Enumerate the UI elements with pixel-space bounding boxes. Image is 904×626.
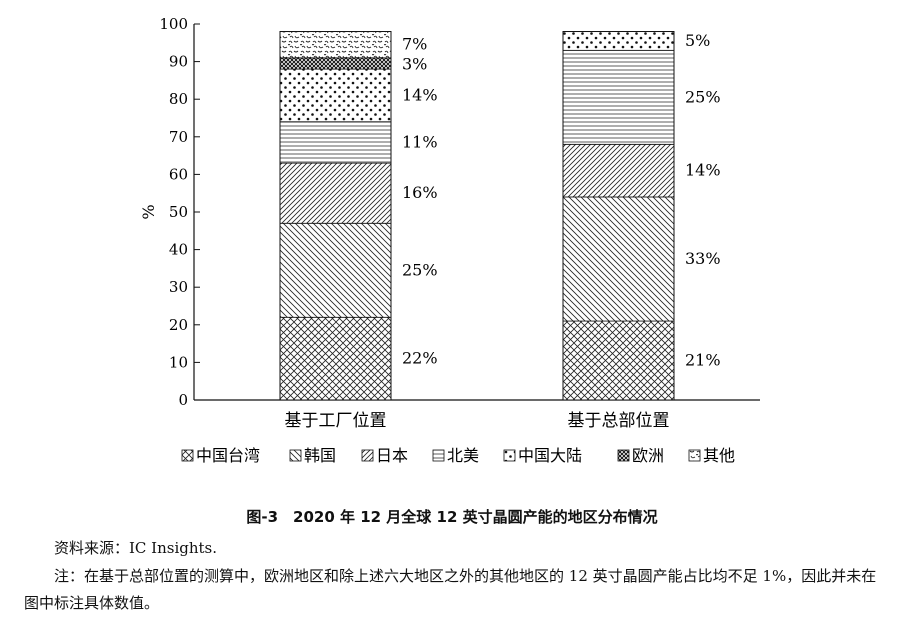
x-tick-label: 基于工厂位置 <box>285 411 387 431</box>
legend-label: 北美 <box>447 446 479 465</box>
data-label: 25% <box>685 87 721 106</box>
data-label: 5% <box>685 31 710 50</box>
y-tick-label: 30 <box>169 278 188 296</box>
source-text: 资料来源：IC Insights. <box>54 539 218 557</box>
y-tick-label: 70 <box>169 128 188 146</box>
legend-swatch <box>289 449 302 462</box>
legend-item: 欧洲 <box>617 446 664 465</box>
y-axis: 0 10 20 30 40 50 60 70 80 90 100 <box>159 15 760 409</box>
data-label: 25% <box>402 260 438 279</box>
bar-outline <box>279 31 392 401</box>
stacked-bar-chart: 0 10 20 30 40 50 60 70 80 90 100 % 7%3% 14% 11% 16% 25… <box>139 15 760 465</box>
bar-segment <box>279 316 392 401</box>
data-label: 14% <box>402 85 438 104</box>
bar-segment <box>279 121 392 164</box>
bar-segment <box>562 49 675 145</box>
legend-item: 中国台湾 <box>181 446 260 465</box>
bar-segment <box>562 143 675 198</box>
bar-segment <box>279 31 392 59</box>
y-tick-label: 50 <box>169 203 188 221</box>
data-label: 14% <box>685 161 721 180</box>
bar-outline <box>562 31 675 401</box>
data-label: 7% <box>402 35 427 54</box>
bar-segment <box>279 222 392 318</box>
data-label: 21% <box>685 351 721 370</box>
y-tick-label: 0 <box>178 391 188 409</box>
note-text: 注：在基于总部位置的测算中，欧洲地区和除上述六大地区之外的其他地区的 12 英寸… <box>24 567 877 612</box>
y-tick-label: 60 <box>169 165 188 183</box>
legend-item: 中国大陆 <box>503 446 582 465</box>
bar-segment <box>279 162 392 224</box>
figure-caption: 图-3 2020 年 12 月全球 12 英寸晶圆产能的地区分布情况 <box>246 508 658 526</box>
bar-segment <box>562 320 675 401</box>
data-label: 16% <box>402 183 438 202</box>
legend-label: 中国大陆 <box>518 446 582 465</box>
legend-swatch <box>617 449 630 462</box>
legend-swatch <box>503 449 516 462</box>
legend-label: 中国台湾 <box>196 446 260 465</box>
y-tick-label: 40 <box>169 241 188 259</box>
bar-segment <box>279 68 392 123</box>
bar-segment <box>279 57 392 70</box>
legend-item: 韩国 <box>289 446 336 465</box>
data-label: 3% <box>402 55 427 74</box>
bar-1: 7%3% 14% 11% 16% 25% 22% <box>279 31 438 401</box>
bar-2: 5% 25% 14% 33% 21% <box>562 31 721 401</box>
legend-swatch <box>361 449 374 462</box>
data-label: 22% <box>402 349 438 368</box>
legend-label: 日本 <box>376 446 408 465</box>
data-label: 33% <box>685 249 721 268</box>
bar-segment <box>562 196 675 322</box>
y-axis-label: % <box>139 204 158 219</box>
y-tick-label: 80 <box>169 90 188 108</box>
y-tick-label: 20 <box>169 316 188 334</box>
x-tick-label: 基于总部位置 <box>568 411 670 431</box>
legend-label: 其他 <box>703 446 735 465</box>
y-tick-label: 10 <box>169 353 188 371</box>
bars: 7%3% 14% 11% 16% 25% 22% 5% 25% 14% 33% 21% <box>279 31 721 401</box>
legend: 中国台湾 韩国 日本 北美 中国大陆 欧洲 其他 <box>181 446 735 465</box>
legend-label: 欧洲 <box>632 446 664 465</box>
legend-swatch <box>688 449 701 462</box>
legend-item: 日本 <box>361 446 408 465</box>
bar-segment <box>562 31 675 51</box>
legend-item: 北美 <box>432 446 479 465</box>
y-tick-label: 90 <box>169 53 188 71</box>
legend-swatch <box>181 449 194 462</box>
legend-item: 其他 <box>688 446 735 465</box>
data-label: 11% <box>402 132 438 151</box>
legend-label: 韩国 <box>304 446 336 465</box>
y-tick-label: 100 <box>159 15 188 33</box>
x-axis-labels: 基于工厂位置 基于总部位置 <box>285 411 670 431</box>
legend-swatch <box>432 449 445 462</box>
